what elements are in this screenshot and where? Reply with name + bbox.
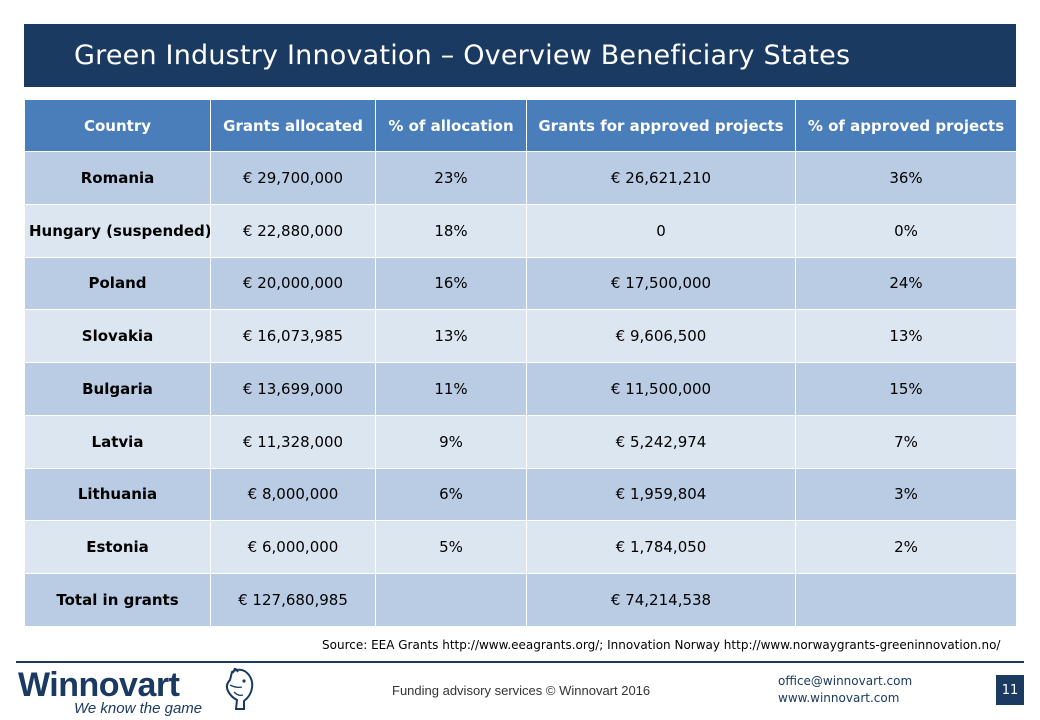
cell-percent-allocation: 5% [375,520,527,575]
cell-percent-approved: 3% [795,467,1017,522]
table-row: Lithuania € 8,000,000 6% € 1,959,804 3% [24,467,1017,522]
cell-percent-allocation: 13% [375,309,527,364]
header-grants-approved: Grants for approved projects [526,99,796,152]
table-row: Latvia € 11,328,000 9% € 5,242,974 7% [24,414,1017,469]
table-row: Estonia € 6,000,000 5% € 1,784,050 2% [24,520,1017,575]
contact-info: office@winnovart.com www.winnovart.com [778,673,912,707]
table-row: Romania € 29,700,000 23% € 26,621,210 36… [24,151,1017,205]
cell-grants-allocated: € 8,000,000 [210,467,376,522]
cell-country: Hungary (suspended) [24,203,211,258]
cell-country: Latvia [24,414,211,469]
contact-website[interactable]: www.winnovart.com [778,691,900,705]
cell-country: Poland [24,256,211,311]
table-header-row: Country Grants allocated % of allocation… [24,99,1017,152]
cell-percent-approved [795,573,1017,627]
table-row: Poland € 20,000,000 16% € 17,500,000 24% [24,256,1017,311]
cell-grants-approved: 0 [526,203,796,258]
cell-country: Slovakia [24,309,211,364]
cell-percent-allocation: 9% [375,414,527,469]
cell-grants-allocated: € 6,000,000 [210,520,376,575]
cell-percent-allocation: 11% [375,362,527,416]
cell-percent-approved: 36% [795,151,1017,205]
cell-percent-allocation [375,573,527,627]
logo-tagline: We know the game [74,700,203,717]
cell-grants-allocated: € 11,328,000 [210,414,376,469]
table-row: Slovakia € 16,073,985 13% € 9,606,500 13… [24,309,1017,364]
cell-grants-approved: € 11,500,000 [526,362,796,416]
horse-head-icon [225,668,254,710]
cell-grants-allocated: € 22,880,000 [210,203,376,258]
footer-divider [16,661,1024,663]
logo-text: Winnovart [18,666,180,704]
cell-grants-allocated: € 16,073,985 [210,309,376,364]
cell-grants-approved: € 1,959,804 [526,467,796,522]
table-row: Hungary (suspended) € 22,880,000 18% 0 0… [24,203,1017,258]
cell-grants-allocated: € 127,680,985 [210,573,376,627]
header-grants-allocated: Grants allocated [210,99,376,152]
company-logo: Winnovart We know the game [16,664,256,718]
slide-title: Green Industry Innovation – Overview Ben… [74,40,851,71]
cell-country: Lithuania [24,467,211,522]
source-note: Source: EEA Grants http://www.eeagrants.… [322,638,1001,652]
header-percent-approved: % of approved projects [795,99,1017,152]
title-bar: Green Industry Innovation – Overview Ben… [24,24,1016,87]
cell-grants-approved: € 26,621,210 [526,151,796,205]
page-number: 11 [996,675,1024,705]
cell-percent-approved: 2% [795,520,1017,575]
cell-country: Romania [24,151,211,205]
cell-grants-approved: € 5,242,974 [526,414,796,469]
cell-percent-allocation: 18% [375,203,527,258]
cell-percent-allocation: 16% [375,256,527,311]
header-country: Country [24,99,211,152]
cell-grants-allocated: € 20,000,000 [210,256,376,311]
cell-country: Bulgaria [24,362,211,416]
grants-table: Country Grants allocated % of allocation… [24,99,1017,627]
header-percent-allocation: % of allocation [375,99,527,152]
cell-grants-approved: € 9,606,500 [526,309,796,364]
cell-grants-approved: € 74,214,538 [526,573,796,627]
cell-percent-approved: 7% [795,414,1017,469]
cell-percent-allocation: 23% [375,151,527,205]
cell-percent-approved: 0% [795,203,1017,258]
contact-email[interactable]: office@winnovart.com [778,674,913,688]
cell-country: Estonia [24,520,211,575]
cell-grants-approved: € 1,784,050 [526,520,796,575]
cell-grants-allocated: € 13,699,000 [210,362,376,416]
cell-country: Total in grants [24,573,211,627]
cell-percent-approved: 15% [795,362,1017,416]
cell-grants-approved: € 17,500,000 [526,256,796,311]
table-total-row: Total in grants € 127,680,985 € 74,214,5… [24,573,1017,627]
table-row: Bulgaria € 13,699,000 11% € 11,500,000 1… [24,362,1017,416]
footer-copyright: Funding advisory services © Winnovart 20… [392,683,651,698]
cell-percent-approved: 24% [795,256,1017,311]
cell-percent-approved: 13% [795,309,1017,364]
cell-grants-allocated: € 29,700,000 [210,151,376,205]
cell-percent-allocation: 6% [375,467,527,522]
